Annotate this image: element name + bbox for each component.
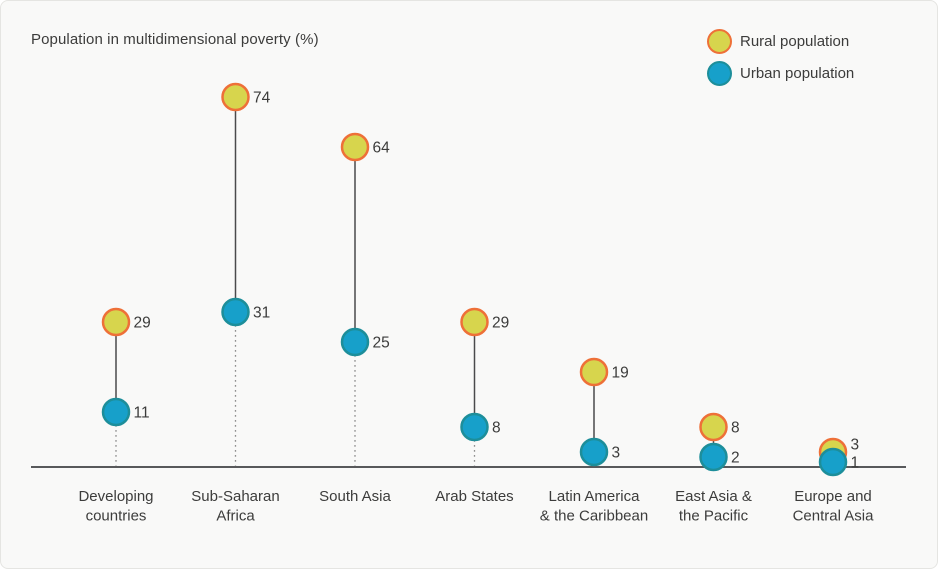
lollipop-group: 29 11 Developing countries [78,307,154,525]
category-label: Europe and Central Asia [793,488,875,525]
rural-dot [101,307,131,337]
urban-value-label: 25 [373,335,390,352]
lollipop-group: 29 8 Arab States [435,307,514,505]
urban-dot [699,442,728,472]
rural-value-label: 64 [373,140,391,157]
urban-value-label: 31 [253,305,270,322]
rural-value-label: 19 [612,365,629,382]
lollipop-group: 64 25 South Asia [319,132,392,505]
urban-dot [579,437,609,467]
lollipop-group: 19 3 Latin America & the Caribbean [540,357,648,525]
urban-dot [221,297,250,327]
urban-dot [460,412,489,442]
lollipop-group: 8 2 East Asia & the Pacific [675,412,752,525]
rural-dot [340,132,370,162]
category-label: Sub-Saharan Africa [191,488,279,525]
legend: Rural population Urban population [707,29,854,86]
urban-dot [818,447,848,477]
legend-label-urban: Urban population [740,65,855,82]
urban-dot [101,397,131,427]
rural-dot [579,357,609,387]
category-label: Latin America & the Caribbean [540,488,648,525]
rural-swatch-icon [707,29,732,54]
category-label: South Asia [319,488,391,505]
chart-title: Population in multidimensional poverty (… [31,31,319,48]
rural-value-label: 3 [851,437,860,454]
rural-value-label: 74 [253,90,271,107]
category-label: Developing countries [78,488,153,525]
category-label: East Asia & the Pacific [675,488,752,525]
legend-item-urban: Urban population [707,61,854,86]
legend-label-rural: Rural population [740,33,850,50]
rural-value-label: 29 [134,315,151,332]
urban-value-label: 11 [134,405,150,422]
lollipop-group: 31 Europe and Central Asia [793,437,875,525]
urban-value-label: 8 [492,420,501,437]
urban-value-label: 3 [612,445,621,462]
rural-value-label: 8 [731,420,740,437]
urban-value-label: 1 [851,455,860,472]
rural-dot [699,412,728,442]
rural-value-label: 29 [492,315,509,332]
lollipop-group: 74 31 Sub-Saharan Africa [191,82,280,525]
rural-dot [221,82,250,112]
urban-swatch-icon [707,61,732,86]
legend-item-rural: Rural population [707,29,854,54]
urban-value-label: 2 [731,450,740,467]
category-label: Arab States [435,488,513,505]
urban-dot [340,327,370,357]
rural-dot [460,307,489,337]
